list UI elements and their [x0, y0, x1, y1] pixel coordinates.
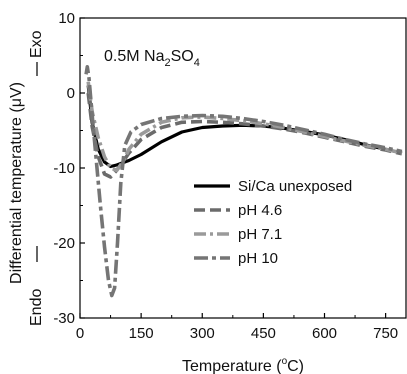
x-axis-label-sup: o — [282, 356, 288, 367]
y-tick-label-2: -10 — [53, 160, 75, 177]
x-tick-label-3: 450 — [251, 325, 276, 342]
annotation-mid: SO — [171, 48, 194, 65]
legend: Si/Ca unexposed pH 4.6 pH 7.1 pH 10 — [194, 178, 352, 267]
exo-label: Exo — [28, 30, 45, 58]
axis-ticks: 0 150 300 450 600 750 -30 -20 -10 0 10 — [53, 10, 398, 342]
x-axis-label-text: Temperature ( — [182, 358, 282, 374]
series-layer — [84, 65, 403, 298]
legend-label-2: pH 7.1 — [238, 226, 282, 243]
x-tick-label-0: 0 — [76, 325, 84, 342]
x-tick-label-2: 300 — [190, 325, 215, 342]
x-axis-label: Temperature (oC) — [182, 356, 304, 374]
series-line-3 — [84, 65, 403, 298]
x-axis-label-tail: C) — [287, 358, 304, 374]
y-tick-label-0: -30 — [53, 310, 75, 327]
annotation-prefix: 0.5M Na — [104, 48, 165, 65]
annotation-sub1: 2 — [164, 57, 170, 69]
legend-label-0: Si/Ca unexposed — [238, 178, 352, 195]
legend-label-3: pH 10 — [238, 250, 278, 267]
endo-label: Endo — [28, 289, 45, 326]
series-line-0 — [86, 85, 403, 169]
x-tick-label-5: 750 — [373, 325, 398, 342]
y-tick-label-3: 0 — [67, 85, 75, 102]
series-line-1 — [86, 92, 403, 179]
y-tick-label-4: 10 — [58, 10, 75, 27]
x-tick-label-1: 150 — [129, 325, 154, 342]
exo-indicator: Exo — [28, 30, 45, 76]
solution-annotation: 0.5M Na2SO4 — [104, 48, 200, 69]
endo-indicator: Endo — [28, 246, 45, 326]
annotation-sub2: 4 — [194, 57, 200, 69]
y-axis-label: Differential temperature (μV) — [8, 82, 25, 284]
x-tick-label-4: 600 — [312, 325, 337, 342]
legend-label-1: pH 4.6 — [238, 202, 282, 219]
y-tick-label-1: -20 — [53, 235, 75, 252]
